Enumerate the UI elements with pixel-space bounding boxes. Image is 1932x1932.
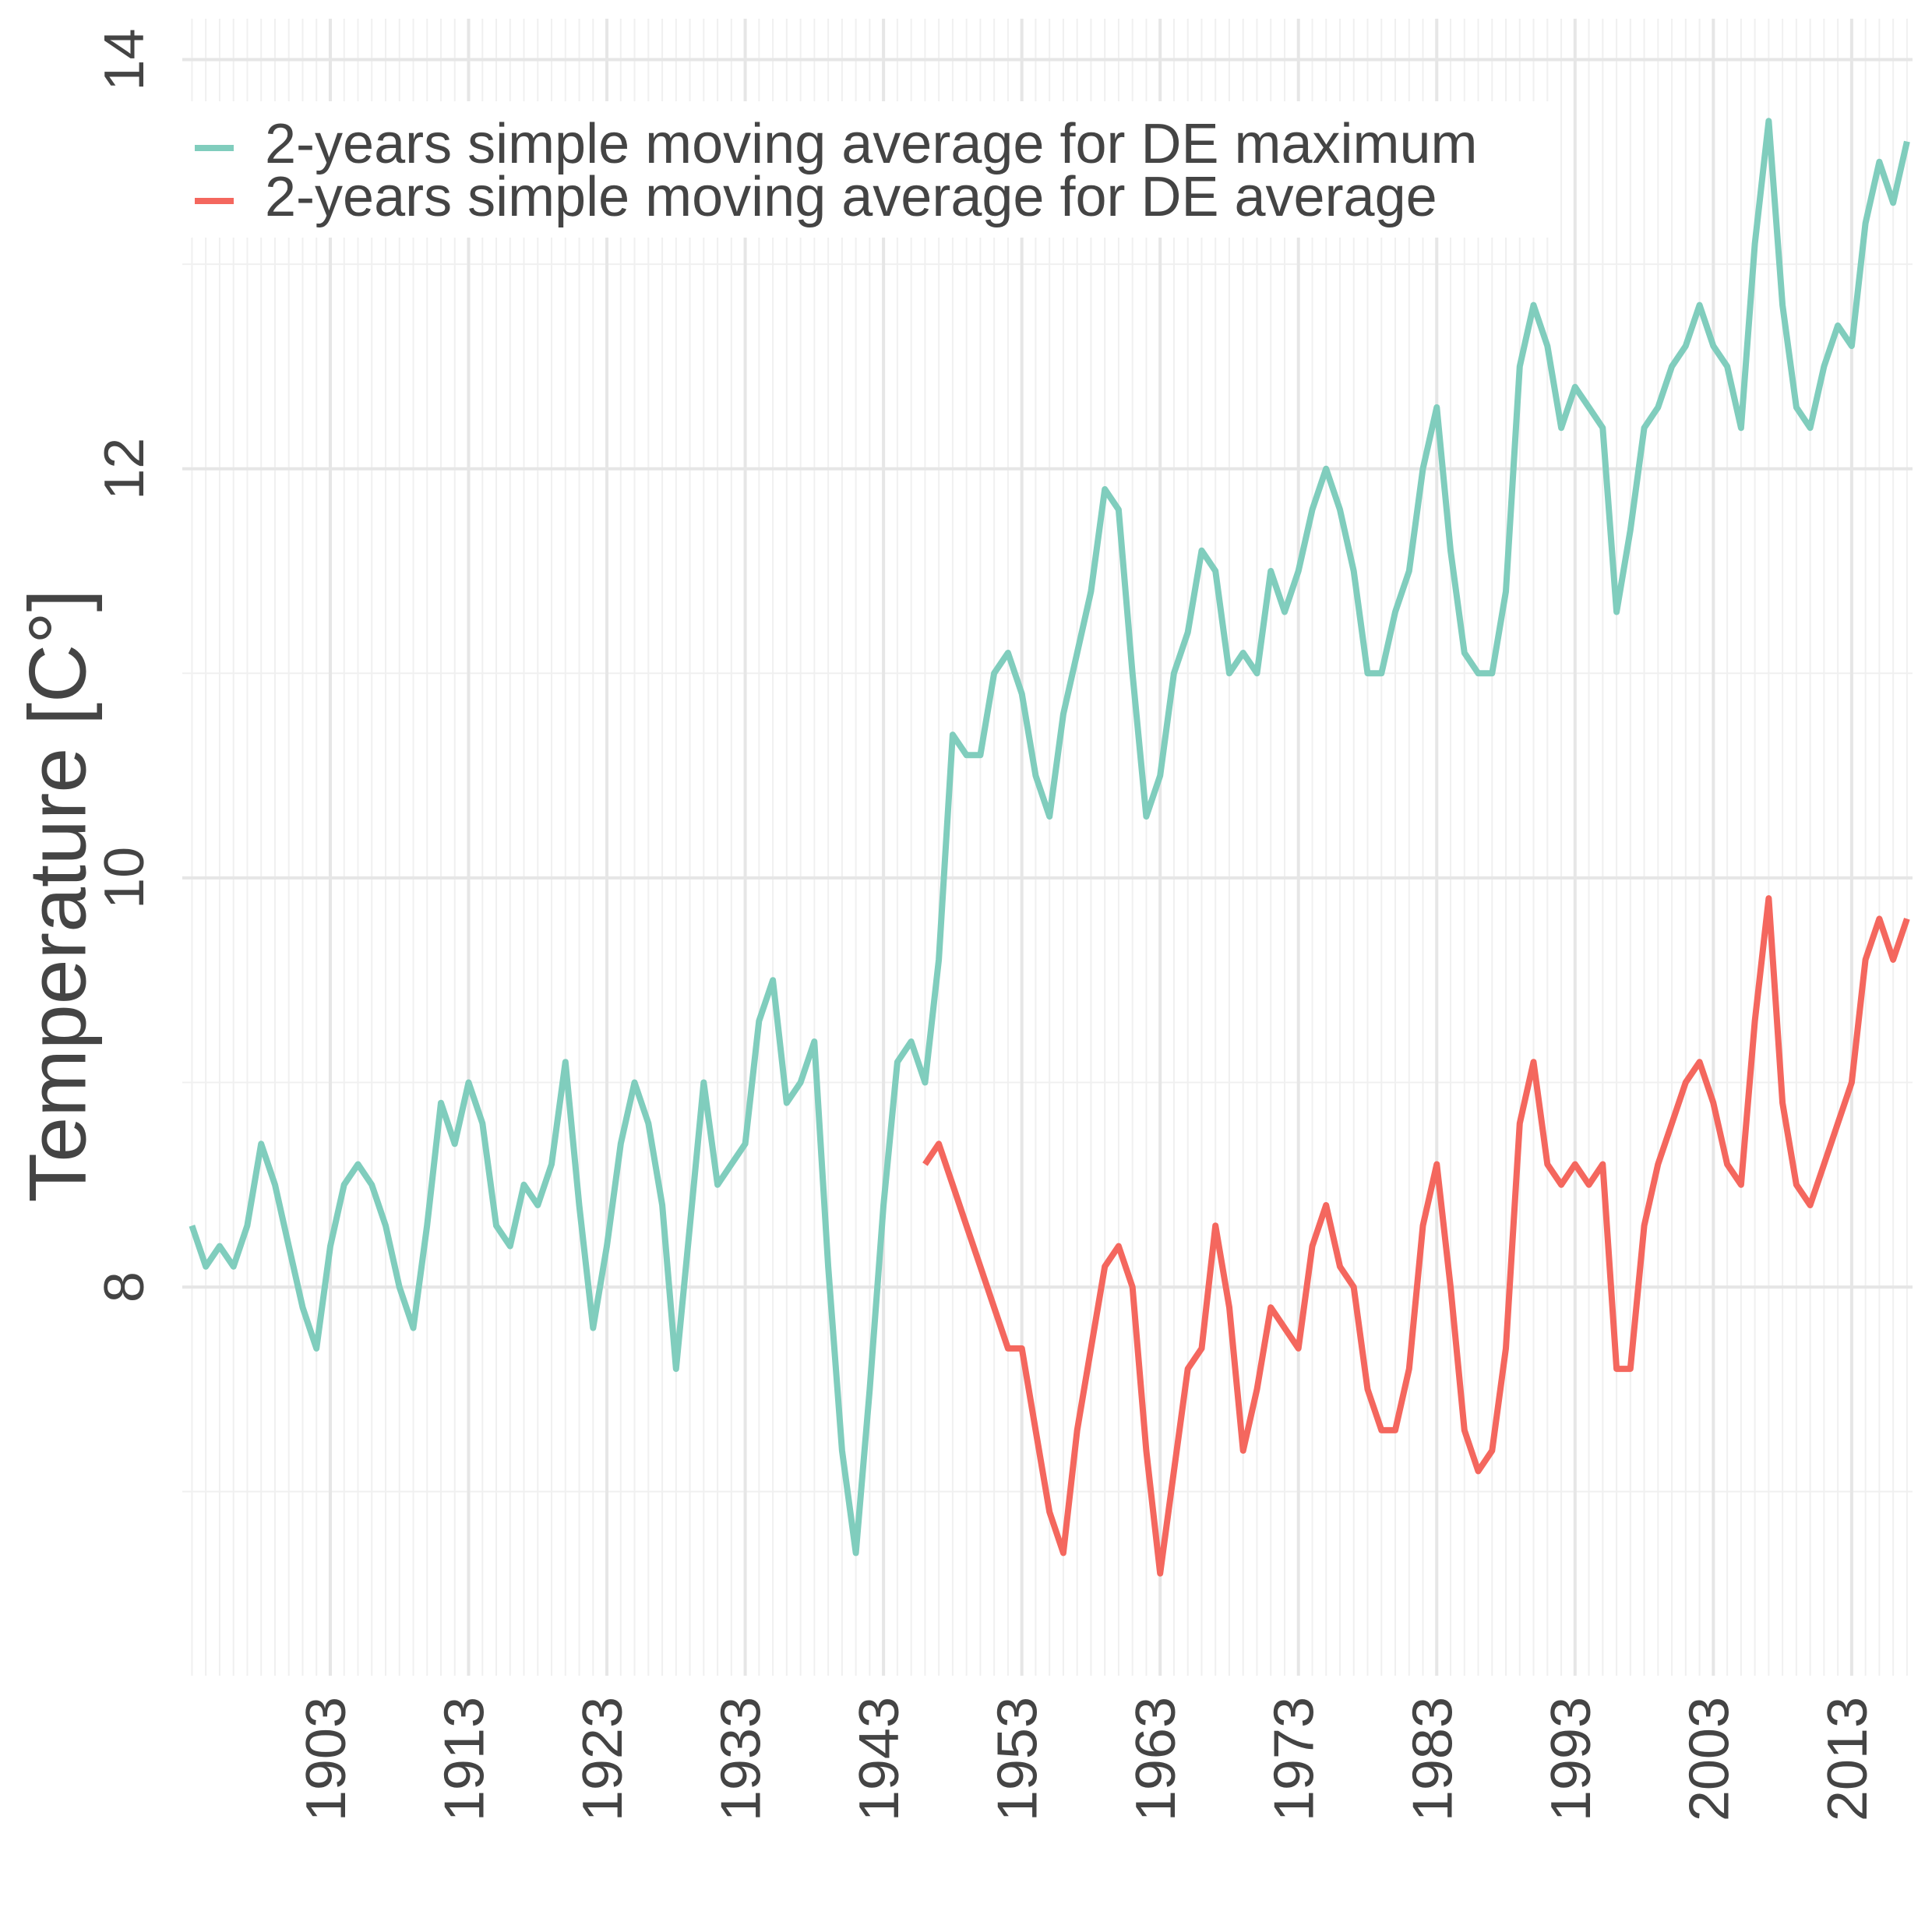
x-tick-label: 1963: [1125, 1697, 1187, 1821]
grid: [182, 19, 1913, 1676]
legend-background: [184, 101, 1555, 238]
x-tick-label: 1973: [1264, 1697, 1326, 1821]
labels: 8 10 12 14 1903 1913 1923 1933 1943 1953 1963 1973 1…: [93, 28, 1879, 1821]
legend: 2-years simple moving average for DE max…: [184, 101, 1555, 238]
x-tick-label: 1903: [295, 1697, 358, 1821]
x-tick-label: 1993: [1540, 1697, 1602, 1821]
y-tick-label: 12: [93, 438, 156, 500]
x-tick-label: 1933: [710, 1697, 773, 1821]
legend-label: 2-years simple moving average for DE ave…: [265, 166, 1437, 228]
x-tick-label: 1953: [987, 1697, 1049, 1821]
x-tick-label: 1983: [1401, 1697, 1464, 1821]
y-tick-label: 8: [93, 1271, 156, 1303]
y-tick-label: 14: [93, 28, 156, 90]
lines: [189, 118, 1910, 1577]
series-line: [922, 895, 1910, 1577]
x-tick-label: 2013: [1817, 1697, 1879, 1821]
x-tick-label: 1913: [434, 1697, 496, 1821]
y-tick-label: 10: [93, 847, 156, 909]
y-axis-title: Temperature [C°]: [12, 589, 103, 1202]
x-tick-label: 1923: [572, 1697, 634, 1821]
x-tick-label: 2003: [1678, 1697, 1740, 1821]
x-tick-label: 1943: [848, 1697, 911, 1821]
series-line: [189, 118, 1910, 1557]
legend-label: 2-years simple moving average for DE max…: [265, 113, 1478, 175]
